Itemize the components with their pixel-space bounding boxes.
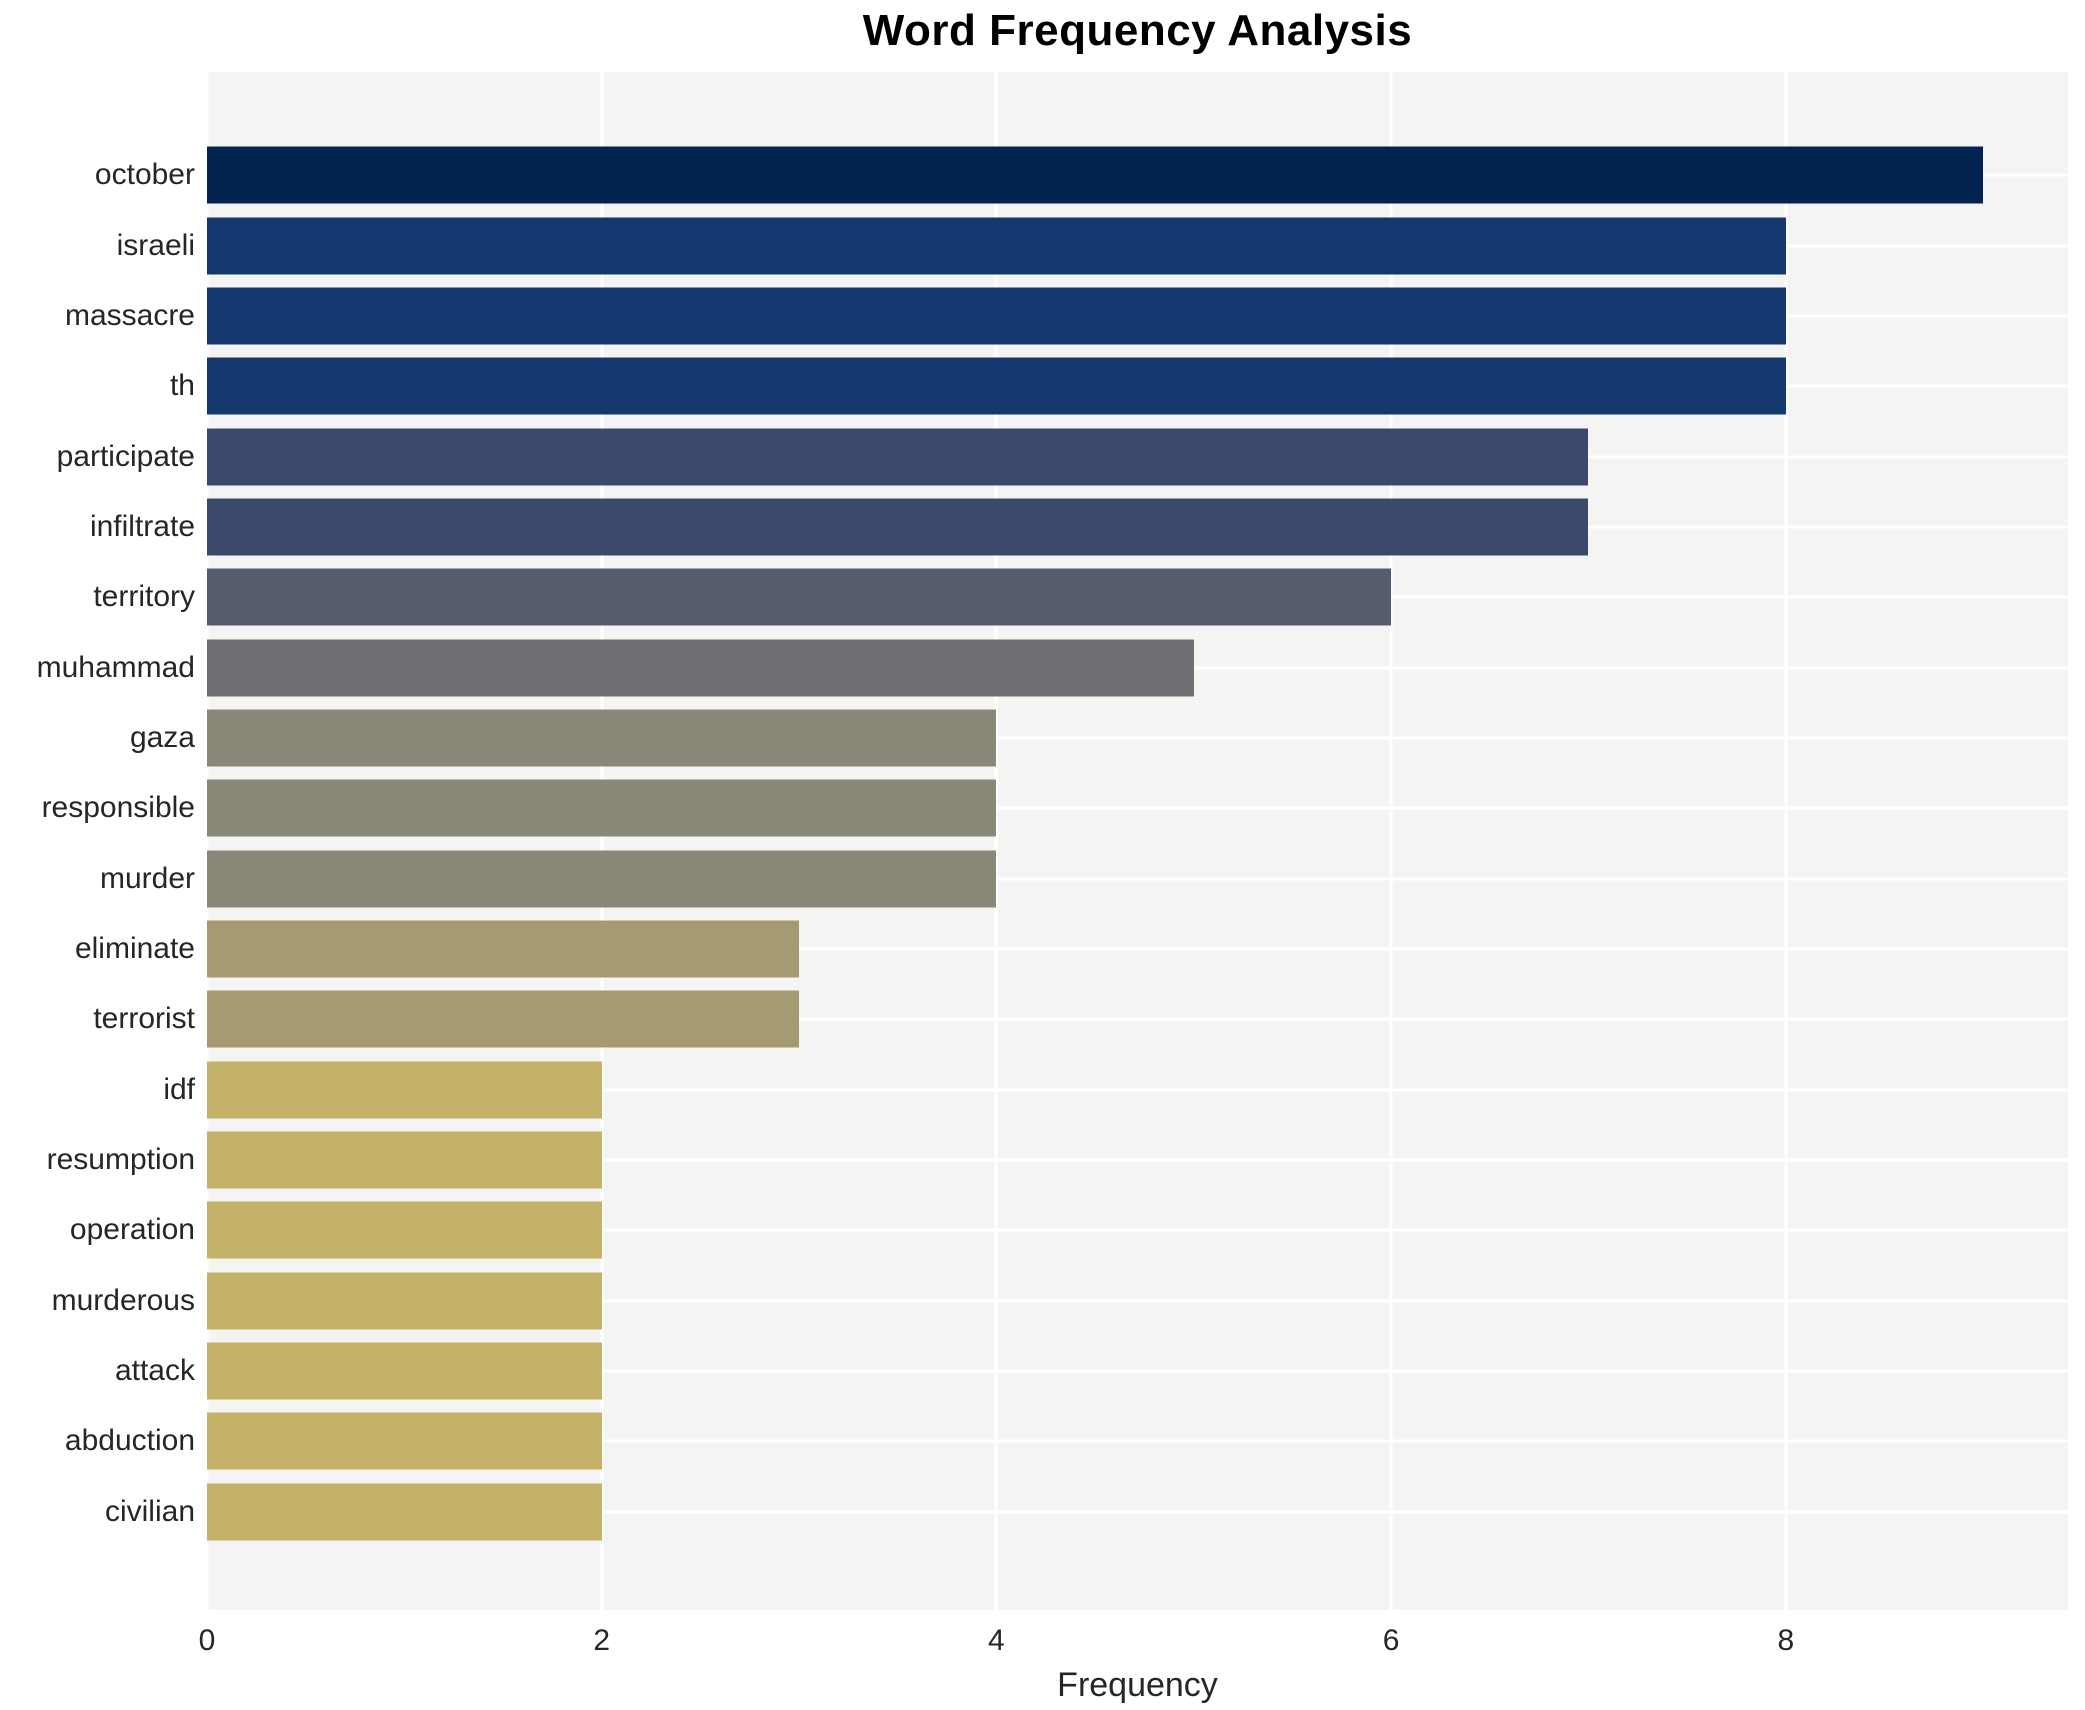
gridline-vertical: [994, 72, 998, 1610]
y-tick-label: murder: [99, 861, 195, 895]
x-tick-label: 2: [593, 1624, 611, 1657]
bar-row: infiltrate: [90, 492, 2068, 562]
y-tick-label: resumption: [46, 1142, 195, 1176]
y-tick-label: territory: [93, 580, 195, 614]
y-tick-label: massacre: [64, 298, 195, 332]
bar-muhammad: [207, 639, 1194, 697]
bar-territory: [207, 568, 1392, 626]
bar-row: resumption: [47, 1125, 2068, 1195]
bar-murder: [207, 850, 997, 908]
bar-row: operation: [70, 1195, 2068, 1265]
gridline-horizontal: [207, 1088, 2068, 1092]
bar-row: terrorist: [93, 984, 2068, 1054]
bar-row: israeli: [117, 210, 2068, 280]
y-tick-label: civilian: [104, 1494, 195, 1528]
y-tick-label: operation: [69, 1213, 195, 1247]
bar-attack: [207, 1342, 602, 1400]
bar-row: massacre: [65, 281, 2068, 351]
gridline-horizontal: [207, 736, 2068, 740]
x-tick-label: 6: [1382, 1624, 1400, 1657]
plot-rows: october israeli massacre th participate infil…: [37, 72, 2068, 1610]
x-axis-label: Frequency: [1057, 1666, 1218, 1704]
gridline-horizontal: [207, 1439, 2068, 1443]
bar-row: murderous: [52, 1266, 2068, 1336]
gridline-horizontal: [207, 1158, 2068, 1162]
y-tick-label: muhammad: [36, 650, 195, 684]
y-tick-label: participate: [56, 439, 195, 473]
bar-resumption: [207, 1131, 602, 1189]
bar-row: attack: [115, 1336, 2068, 1406]
y-tick-label: infiltrate: [89, 509, 195, 543]
y-tick-label: eliminate: [74, 931, 195, 965]
bar-murderous: [207, 1272, 602, 1330]
gridline-horizontal: [207, 947, 2068, 951]
bar-row: abduction: [65, 1406, 2068, 1476]
y-tick-label: responsible: [41, 791, 195, 825]
y-tick-label: gaza: [129, 720, 195, 754]
bar-row: muhammad: [37, 632, 2068, 702]
x-tick-label: 0: [198, 1624, 216, 1657]
y-tick-label: israeli: [116, 228, 195, 262]
gridline-horizontal: [207, 1510, 2068, 1514]
bar-row: civilian: [105, 1477, 2068, 1547]
bar-abduction: [207, 1412, 602, 1470]
bar-row: responsible: [42, 773, 2068, 843]
gridline-horizontal: [207, 806, 2068, 810]
bar-eliminate: [207, 920, 800, 978]
bar-row: october: [95, 140, 2068, 210]
bar-october: [207, 146, 1984, 204]
bar-responsible: [207, 779, 997, 837]
y-tick-label: october: [94, 158, 195, 192]
bar-row: eliminate: [75, 914, 2068, 984]
y-tick-label: murderous: [51, 1283, 195, 1317]
bar-gaza: [207, 709, 997, 767]
bar-terrorist: [207, 990, 800, 1048]
bar-civilian: [207, 1483, 602, 1541]
gridline-horizontal: [207, 1228, 2068, 1232]
bar-operation: [207, 1201, 602, 1259]
bar-row: th: [170, 351, 2068, 421]
y-tick-label: attack: [114, 1354, 195, 1388]
bar-th: [207, 357, 1786, 415]
y-tick-label: abduction: [64, 1424, 195, 1458]
x-tick-label: 4: [988, 1624, 1005, 1657]
bar-row: gaza: [130, 703, 2068, 773]
gridline-vertical: [1784, 72, 1788, 1610]
bar-row: idf: [163, 1054, 2068, 1124]
gridline-horizontal: [207, 1017, 2068, 1021]
gridline-horizontal: [207, 877, 2068, 881]
plot-area: october israeli massacre th participate infil…: [37, 72, 2068, 1704]
bar-israeli: [207, 217, 1786, 275]
gridline-vertical: [600, 72, 604, 1610]
y-tick-label: terrorist: [93, 1002, 195, 1036]
x-tick-label: 8: [1777, 1624, 1795, 1657]
bar-participate: [207, 428, 1589, 486]
gridline-vertical: [205, 72, 209, 1610]
y-tick-label: idf: [163, 1072, 195, 1106]
bar-idf: [207, 1061, 602, 1119]
gridline-horizontal: [207, 1299, 2068, 1303]
bar-row: murder: [100, 843, 2068, 913]
gridline-horizontal: [207, 1369, 2068, 1373]
chart-title: Word Frequency Analysis: [862, 6, 1413, 55]
bar-row: territory: [93, 562, 2068, 632]
bar-row: participate: [57, 421, 2068, 491]
y-tick-label: th: [169, 369, 195, 403]
bar-infiltrate: [207, 498, 1589, 556]
gridline-vertical: [1389, 72, 1393, 1610]
bar-massacre: [207, 287, 1786, 345]
